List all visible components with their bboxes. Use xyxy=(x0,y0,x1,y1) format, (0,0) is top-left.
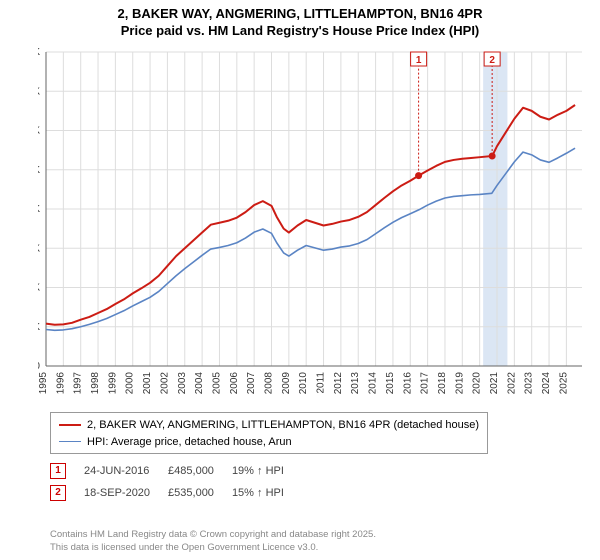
svg-text:2001: 2001 xyxy=(142,372,153,395)
transaction-row: 1 24-JUN-2016 £485,000 19% ↑ HPI xyxy=(50,460,302,482)
svg-text:2025: 2025 xyxy=(558,372,569,395)
transaction-price: £535,000 xyxy=(168,482,232,504)
transaction-marker: 1 xyxy=(50,463,66,479)
svg-text:£300K: £300K xyxy=(38,243,40,254)
svg-text:1999: 1999 xyxy=(107,372,118,395)
svg-text:2006: 2006 xyxy=(229,372,240,395)
svg-text:2003: 2003 xyxy=(177,372,188,395)
svg-text:2012: 2012 xyxy=(333,372,344,395)
svg-text:2014: 2014 xyxy=(368,372,379,395)
transaction-row: 2 18-SEP-2020 £535,000 15% ↑ HPI xyxy=(50,482,302,504)
chart-title: 2, BAKER WAY, ANGMERING, LITTLEHAMPTON, … xyxy=(0,0,600,40)
title-line-1: 2, BAKER WAY, ANGMERING, LITTLEHAMPTON, … xyxy=(10,6,590,23)
legend-swatch-hpi xyxy=(59,441,81,442)
svg-text:2022: 2022 xyxy=(506,372,517,395)
svg-text:2018: 2018 xyxy=(437,372,448,395)
line-chart-svg: £0 £100K £200K £300K £400K £500K £600K £700K £80… xyxy=(38,46,590,404)
transaction-delta: 15% ↑ HPI xyxy=(232,482,302,504)
svg-text:£700K: £700K xyxy=(38,86,40,97)
svg-text:2021: 2021 xyxy=(489,372,500,395)
svg-text:2007: 2007 xyxy=(246,372,257,395)
legend-swatch-property xyxy=(59,424,81,426)
title-line-2: Price paid vs. HM Land Registry's House … xyxy=(10,23,590,40)
svg-text:2008: 2008 xyxy=(264,372,275,395)
svg-text:2013: 2013 xyxy=(350,372,361,395)
legend: 2, BAKER WAY, ANGMERING, LITTLEHAMPTON, … xyxy=(50,412,488,454)
svg-text:2011: 2011 xyxy=(316,372,327,394)
svg-text:2017: 2017 xyxy=(420,372,431,395)
footer-line-2: This data is licensed under the Open Gov… xyxy=(50,542,376,554)
chart-plot-area: £0 £100K £200K £300K £400K £500K £600K £700K £80… xyxy=(38,46,590,404)
transaction-marker: 2 xyxy=(50,485,66,501)
transaction-price: £485,000 xyxy=(168,460,232,482)
attribution-footer: Contains HM Land Registry data © Crown c… xyxy=(50,529,376,554)
transaction-delta: 19% ↑ HPI xyxy=(232,460,302,482)
svg-text:2010: 2010 xyxy=(298,372,309,395)
svg-text:£100K: £100K xyxy=(38,322,40,333)
footer-line-1: Contains HM Land Registry data © Crown c… xyxy=(50,529,376,541)
legend-label-property: 2, BAKER WAY, ANGMERING, LITTLEHAMPTON, … xyxy=(87,417,479,434)
svg-text:£400K: £400K xyxy=(38,204,40,215)
svg-text:2024: 2024 xyxy=(541,372,552,395)
svg-text:2015: 2015 xyxy=(385,372,396,395)
svg-text:£500K: £500K xyxy=(38,165,40,176)
svg-text:2: 2 xyxy=(489,55,495,66)
svg-text:1997: 1997 xyxy=(73,372,84,395)
transaction-table: 1 24-JUN-2016 £485,000 19% ↑ HPI 2 18-SE… xyxy=(50,460,302,504)
svg-text:£200K: £200K xyxy=(38,283,40,294)
svg-text:2020: 2020 xyxy=(472,372,483,395)
svg-text:2002: 2002 xyxy=(159,372,170,395)
svg-text:£0: £0 xyxy=(38,361,40,372)
svg-text:1995: 1995 xyxy=(38,372,49,395)
transaction-date: 24-JUN-2016 xyxy=(84,460,168,482)
legend-item-hpi: HPI: Average price, detached house, Arun xyxy=(59,434,479,451)
svg-text:2023: 2023 xyxy=(524,372,535,395)
svg-text:£800K: £800K xyxy=(38,47,40,58)
svg-text:£600K: £600K xyxy=(38,126,40,137)
svg-text:1: 1 xyxy=(416,55,422,66)
transaction-date: 18-SEP-2020 xyxy=(84,482,168,504)
chart-container: { "title_lines": [ "2, BAKER WAY, ANGMER… xyxy=(0,0,600,560)
svg-text:1996: 1996 xyxy=(55,372,66,395)
legend-item-property: 2, BAKER WAY, ANGMERING, LITTLEHAMPTON, … xyxy=(59,417,479,434)
svg-text:2019: 2019 xyxy=(454,372,465,395)
svg-text:2005: 2005 xyxy=(211,372,222,395)
legend-label-hpi: HPI: Average price, detached house, Arun xyxy=(87,434,292,451)
svg-text:1998: 1998 xyxy=(90,372,101,395)
svg-text:2016: 2016 xyxy=(402,372,413,395)
svg-text:2000: 2000 xyxy=(125,372,136,395)
svg-text:2004: 2004 xyxy=(194,372,205,395)
svg-text:2009: 2009 xyxy=(281,372,292,395)
